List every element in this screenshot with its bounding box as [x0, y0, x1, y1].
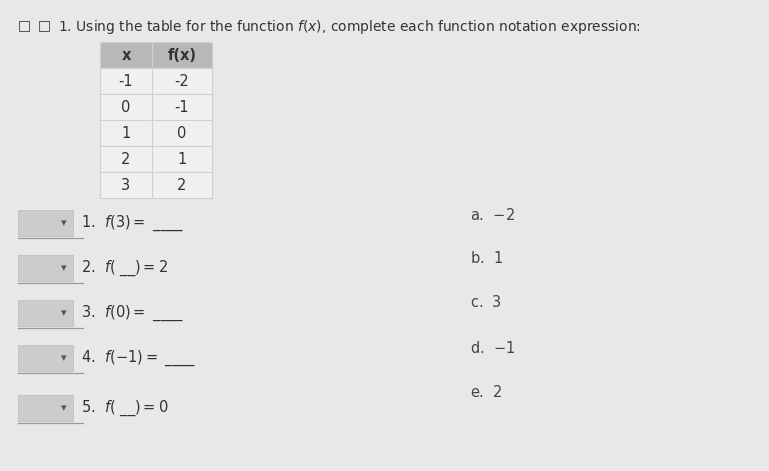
Bar: [100, 146, 152, 172]
Text: 5.  $f($ __$) = 0$: 5. $f($ __$) = 0$: [81, 398, 168, 418]
Text: -2: -2: [175, 73, 189, 89]
Text: □: □: [18, 18, 31, 32]
Text: □: □: [38, 18, 51, 32]
Text: 1: 1: [178, 152, 187, 167]
Text: a.  $-2$: a. $-2$: [470, 207, 515, 223]
Text: f(x): f(x): [168, 48, 197, 63]
Text: 2: 2: [178, 178, 187, 193]
Text: e.  $2$: e. $2$: [470, 384, 503, 400]
Text: 1.  $f(3) =$ ____: 1. $f(3) =$ ____: [81, 213, 184, 233]
Bar: [100, 94, 152, 120]
Text: 2: 2: [122, 152, 131, 167]
Text: 0: 0: [178, 125, 187, 140]
Text: -1: -1: [118, 73, 133, 89]
Bar: [18, 300, 73, 326]
Text: 1. Using the table for the function $f(x)$, complete each function notation expr: 1. Using the table for the function $f(x…: [58, 18, 641, 36]
Bar: [152, 94, 212, 120]
Bar: [152, 120, 212, 146]
Bar: [18, 255, 73, 281]
Bar: [100, 68, 152, 94]
Bar: [152, 172, 212, 198]
Bar: [100, 120, 152, 146]
Bar: [18, 395, 73, 421]
Text: ▾: ▾: [62, 308, 67, 318]
Bar: [18, 345, 73, 371]
Text: ▾: ▾: [62, 218, 67, 228]
Text: 2.  $f($ __$) = 2$: 2. $f($ __$) = 2$: [81, 258, 168, 278]
Bar: [100, 172, 152, 198]
Text: ▾: ▾: [62, 263, 67, 273]
Bar: [152, 42, 212, 68]
Text: d.  $-1$: d. $-1$: [470, 340, 515, 356]
Text: b.  $1$: b. $1$: [470, 250, 503, 266]
Text: 4.  $f(-1) =$ ____: 4. $f(-1) =$ ____: [81, 348, 196, 368]
Bar: [18, 210, 73, 236]
Text: 3.  $f(0) =$ ____: 3. $f(0) =$ ____: [81, 303, 184, 323]
Bar: [152, 68, 212, 94]
Text: ▾: ▾: [62, 353, 67, 363]
Text: -1: -1: [175, 99, 189, 114]
Text: 1: 1: [122, 125, 131, 140]
Text: x: x: [122, 48, 131, 63]
Bar: [152, 146, 212, 172]
Text: 0: 0: [122, 99, 131, 114]
Text: ▾: ▾: [62, 403, 67, 413]
Text: c.  $3$: c. $3$: [470, 294, 502, 310]
Text: 3: 3: [122, 178, 131, 193]
Bar: [100, 42, 152, 68]
